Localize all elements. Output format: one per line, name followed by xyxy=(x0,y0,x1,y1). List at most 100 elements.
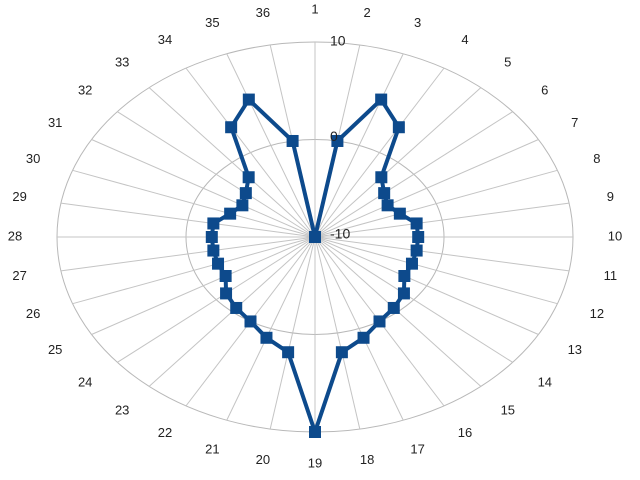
category-label-4: 4 xyxy=(461,32,468,47)
category-label-29: 29 xyxy=(12,189,26,204)
category-label-15: 15 xyxy=(501,402,515,417)
data-point-3 xyxy=(375,93,388,106)
category-label-12: 12 xyxy=(590,306,604,321)
tick-label: 0 xyxy=(330,128,338,144)
category-label-6: 6 xyxy=(541,83,548,98)
data-point-32 xyxy=(239,187,252,200)
spoke-4 xyxy=(314,67,445,238)
spoke-9 xyxy=(314,202,570,238)
data-point-12 xyxy=(405,257,418,270)
data-point-26 xyxy=(212,257,225,270)
data-point-36 xyxy=(286,134,299,147)
spoke-32 xyxy=(117,111,316,238)
spoke-17 xyxy=(314,236,404,421)
category-label-30: 30 xyxy=(26,151,40,166)
category-label-34: 34 xyxy=(158,32,172,47)
category-label-10: 10 xyxy=(608,228,622,243)
data-point-21 xyxy=(260,331,273,344)
data-point-22 xyxy=(244,315,257,328)
data-point-16 xyxy=(373,315,386,328)
category-label-18: 18 xyxy=(360,452,374,467)
data-point-23 xyxy=(230,301,243,314)
data-point-19 xyxy=(309,426,321,438)
data-point-25 xyxy=(219,270,232,282)
data-point-27 xyxy=(207,244,220,257)
data-point-9 xyxy=(410,217,423,230)
category-label-20: 20 xyxy=(256,452,270,467)
data-point-30 xyxy=(224,207,237,220)
category-label-35: 35 xyxy=(205,15,219,30)
data-point-20 xyxy=(282,346,295,359)
data-point-31 xyxy=(236,199,249,212)
category-label-16: 16 xyxy=(458,425,472,440)
data-point-13 xyxy=(398,270,411,282)
spoke-12 xyxy=(314,236,558,305)
category-label-7: 7 xyxy=(571,115,578,130)
spoke-30 xyxy=(72,169,316,238)
category-label-31: 31 xyxy=(48,115,62,130)
data-point-35 xyxy=(242,93,255,106)
spoke-34 xyxy=(185,67,316,238)
spoke-33 xyxy=(148,87,316,238)
data-point-14 xyxy=(397,287,410,300)
data-point-6 xyxy=(378,187,391,200)
category-label-36: 36 xyxy=(256,5,270,20)
data-point-33 xyxy=(242,171,255,184)
spoke-14 xyxy=(314,236,513,363)
tick-label: 10 xyxy=(330,33,346,49)
category-label-2: 2 xyxy=(363,5,370,20)
category-label-23: 23 xyxy=(115,402,129,417)
category-label-14: 14 xyxy=(538,374,552,389)
data-point-1 xyxy=(309,231,321,243)
spoke-25 xyxy=(91,236,316,335)
data-point-34 xyxy=(225,121,238,134)
data-point-10 xyxy=(412,231,425,243)
data-point-7 xyxy=(381,199,394,212)
data-point-2 xyxy=(331,134,344,147)
category-label-5: 5 xyxy=(504,55,511,70)
category-label-19: 19 xyxy=(308,455,322,470)
data-point-15 xyxy=(387,301,400,314)
data-point-29 xyxy=(207,217,220,230)
data-point-24 xyxy=(220,287,233,300)
category-label-13: 13 xyxy=(568,342,582,357)
spoke-13 xyxy=(314,236,539,335)
category-label-17: 17 xyxy=(410,442,424,457)
category-label-25: 25 xyxy=(48,342,62,357)
data-point-11 xyxy=(410,244,423,257)
data-point-8 xyxy=(393,207,406,220)
spoke-27 xyxy=(60,236,316,272)
spoke-8 xyxy=(314,169,558,238)
category-label-33: 33 xyxy=(115,55,129,70)
tick-labels: -10 0 10 xyxy=(330,33,350,242)
spoke-26 xyxy=(72,236,316,305)
spoke-6 xyxy=(314,111,513,238)
data-point-17 xyxy=(357,331,370,344)
category-label-1: 1 xyxy=(311,1,318,16)
category-label-26: 26 xyxy=(26,306,40,321)
data-point-5 xyxy=(375,171,388,184)
tick-label: -10 xyxy=(330,226,350,242)
spoke-29 xyxy=(60,202,316,238)
spoke-18 xyxy=(314,236,361,430)
category-labels: 1 234567891011121314151617181920212223242… xyxy=(8,1,622,470)
category-label-21: 21 xyxy=(205,442,219,457)
category-label-24: 24 xyxy=(78,374,92,389)
category-label-3: 3 xyxy=(414,15,421,30)
spoke-5 xyxy=(314,87,482,238)
spoke-3 xyxy=(314,53,404,238)
spoke-35 xyxy=(226,53,316,238)
spoke-20 xyxy=(269,236,316,430)
spoke-24 xyxy=(117,236,316,363)
data-point-18 xyxy=(335,346,348,359)
category-label-28: 28 xyxy=(8,228,22,243)
data-point-4 xyxy=(392,121,405,134)
spoke-11 xyxy=(314,236,570,272)
category-label-8: 8 xyxy=(593,151,600,166)
category-label-27: 27 xyxy=(12,268,26,283)
spoke-31 xyxy=(91,139,316,238)
category-label-32: 32 xyxy=(78,83,92,98)
spoke-7 xyxy=(314,139,539,238)
radar-series xyxy=(205,93,425,438)
